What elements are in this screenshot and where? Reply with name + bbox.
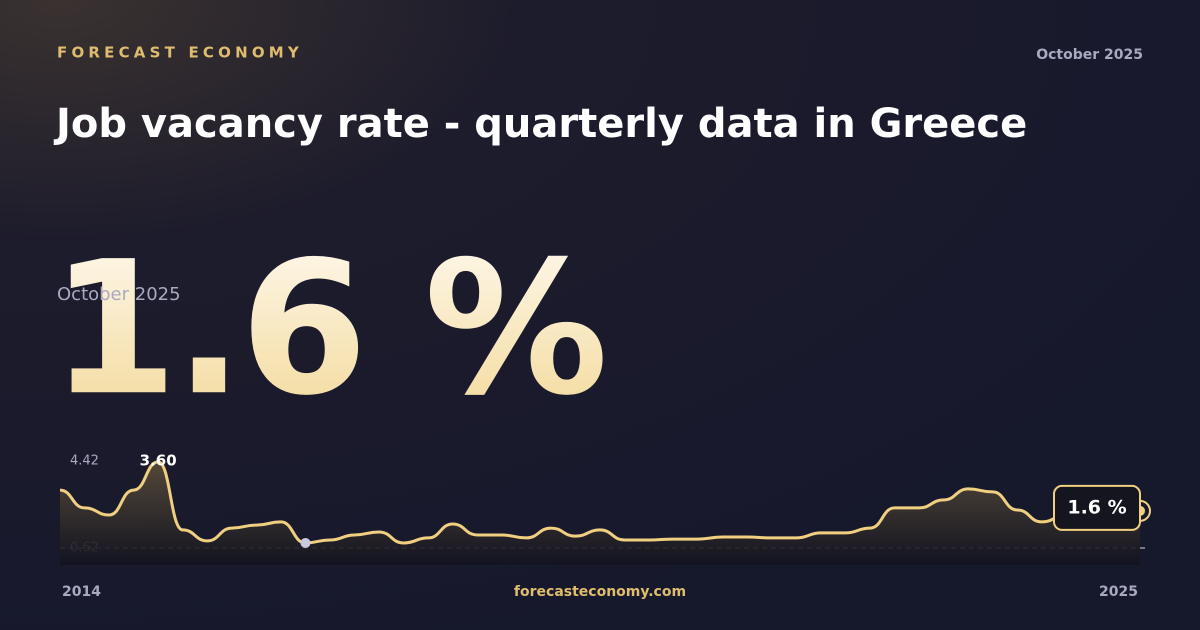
- y-tick-label: 4.42: [70, 454, 99, 469]
- headline-date: October 2025: [57, 284, 181, 305]
- x-tick-label: 2025: [1099, 584, 1138, 600]
- headline-value: 1.6 %: [50, 222, 604, 436]
- area: [60, 461, 1140, 565]
- brand: FORECAST ECONOMY: [57, 44, 303, 62]
- title: Job vacancy rate - quarterly data in Gre…: [53, 101, 1027, 147]
- date: October 2025: [1036, 47, 1143, 63]
- x-tick-label: 2014: [62, 584, 101, 600]
- end-label-box: [1053, 484, 1141, 531]
- min-point: [300, 537, 311, 548]
- peak-label: 3.60: [140, 452, 177, 470]
- footer: forecasteconomy.com: [514, 584, 686, 600]
- end-label: 1.6 %: [1067, 496, 1126, 518]
- line: [59, 460, 1141, 545]
